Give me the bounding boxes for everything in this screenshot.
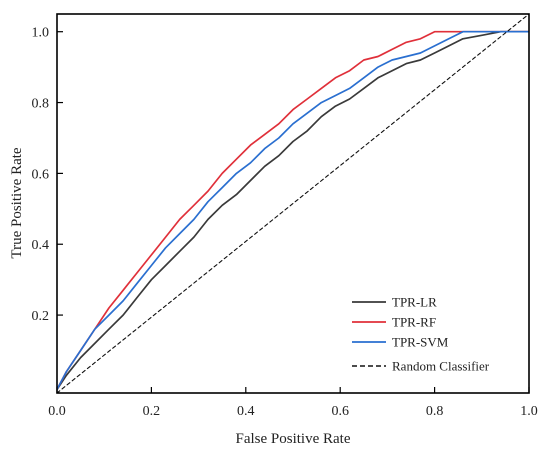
x-tick-label: 0.8: [426, 404, 444, 419]
y-axis-label: True Positive Rate: [9, 147, 25, 258]
y-tick-label: 0.2: [32, 309, 50, 324]
legend-label-random-classifier: Random Classifier: [392, 359, 490, 374]
y-tick-label: 0.8: [32, 97, 50, 112]
series-layer: [57, 14, 529, 393]
legend: TPR-LR TPR-RF TPR-SVM Random Classifier: [352, 295, 490, 374]
legend-label-tpr-svm: TPR-SVM: [392, 335, 449, 350]
x-tick-label: 0.6: [331, 404, 349, 419]
series-line-tpr-rf: [57, 30, 529, 391]
legend-label-tpr-rf: TPR-RF: [392, 315, 436, 330]
y-axis-ticks: 0.2 0.4 0.6 0.8 1.0: [32, 26, 63, 324]
y-tick-label: 0.6: [32, 167, 50, 182]
x-tick-label: 0.2: [143, 404, 161, 419]
y-tick-label: 0.4: [32, 238, 50, 253]
x-tick-label: 0.4: [237, 404, 255, 419]
x-axis-ticks: 0.0 0.2 0.4 0.6 0.8 1.0: [48, 387, 538, 419]
x-tick-label: 0.0: [48, 404, 66, 419]
x-tick-label: 1.0: [520, 404, 538, 419]
series-line-random-classifier: [57, 14, 529, 393]
x-axis-label: False Positive Rate: [236, 431, 351, 447]
y-tick-label: 1.0: [32, 26, 50, 41]
legend-label-tpr-lr: TPR-LR: [392, 295, 437, 310]
series-line-tpr-svm: [57, 30, 529, 391]
series-line-tpr-lr: [57, 30, 529, 391]
plot-frame: [56, 13, 530, 394]
